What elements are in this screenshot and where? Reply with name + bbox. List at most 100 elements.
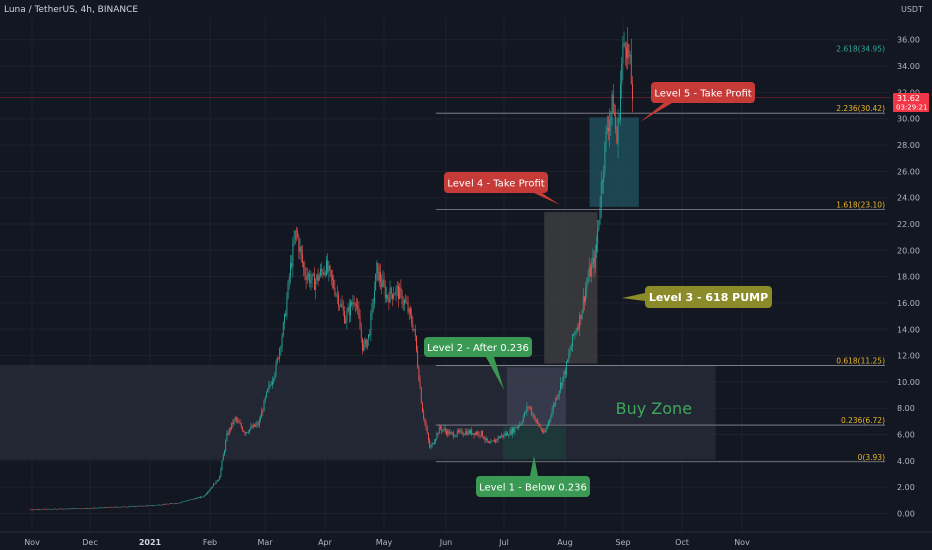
candle-body xyxy=(183,501,185,503)
candle-body xyxy=(476,432,477,435)
candle-body xyxy=(83,508,85,509)
candle-body xyxy=(312,273,314,275)
price-tick-label: 24.00 xyxy=(897,194,920,203)
candle-body xyxy=(447,430,449,435)
candle-body xyxy=(254,424,255,427)
candle-body xyxy=(549,419,551,422)
candle-body xyxy=(506,432,507,436)
candle-body xyxy=(452,432,453,434)
candle-body xyxy=(585,289,587,302)
candle-body xyxy=(34,509,36,510)
candle-body xyxy=(86,508,87,509)
candle-body xyxy=(257,423,259,426)
candle-body xyxy=(419,380,421,388)
candle-body xyxy=(119,507,121,508)
candle-body xyxy=(228,428,230,435)
candle-body xyxy=(519,424,521,427)
candle-body xyxy=(304,267,306,275)
candle-body xyxy=(461,430,463,435)
candle-body xyxy=(156,504,158,506)
candle-body xyxy=(134,506,135,507)
candle-body xyxy=(543,430,545,433)
candle-body xyxy=(430,446,432,448)
candle-body xyxy=(142,506,144,507)
price-axis[interactable]: 0.00 2.00 4.00 6.00 8.00 10.00 12.00 14.00 16.00… xyxy=(890,0,932,532)
candle-body xyxy=(202,496,204,498)
candle-body xyxy=(544,430,546,433)
candle-body xyxy=(308,274,309,277)
candle-body xyxy=(74,508,75,509)
candle-body xyxy=(130,506,132,507)
annotation-level-3-box xyxy=(645,286,772,308)
candle-body xyxy=(527,406,529,408)
level3-box xyxy=(544,212,598,364)
price-tick-label: 12.00 xyxy=(897,352,920,361)
candle-body xyxy=(357,305,359,308)
candle-body xyxy=(240,423,242,428)
candle-body xyxy=(322,270,324,275)
candle-body xyxy=(110,507,111,508)
candle-body xyxy=(95,507,97,509)
candle-body xyxy=(444,428,446,432)
candle-body xyxy=(611,94,613,113)
candle-body xyxy=(618,118,620,120)
candle-body xyxy=(393,295,395,299)
candle-body xyxy=(93,507,95,509)
candle-body xyxy=(250,426,252,430)
candle-body xyxy=(622,45,624,64)
candle-body xyxy=(194,498,195,500)
candle-body xyxy=(189,499,191,501)
candle-body xyxy=(500,436,501,439)
candle-body xyxy=(603,172,605,182)
price-tag-value: 31.62 xyxy=(897,94,920,103)
candle-body xyxy=(212,486,213,488)
candle-body xyxy=(407,303,409,313)
candle-body xyxy=(54,508,56,510)
candle-body xyxy=(478,432,480,436)
candle-body xyxy=(314,274,315,291)
candle-body xyxy=(593,257,595,268)
candle-body xyxy=(311,273,313,280)
candle-body xyxy=(340,303,342,306)
candle-body xyxy=(504,433,506,436)
candle-body xyxy=(291,263,293,267)
candle-body xyxy=(231,422,233,430)
candle-body xyxy=(48,508,50,510)
candle-body xyxy=(126,506,128,508)
candle-body xyxy=(269,384,271,386)
candle-body xyxy=(604,142,606,173)
candle-body xyxy=(246,432,248,433)
candle-body xyxy=(292,243,294,267)
candle-body xyxy=(573,334,575,335)
candle-body xyxy=(626,48,627,59)
candle-body xyxy=(621,63,623,85)
candle-body xyxy=(204,494,206,496)
candle-body xyxy=(261,411,263,418)
candle-body xyxy=(249,429,251,433)
candle-body xyxy=(298,237,300,252)
candle-body xyxy=(262,411,264,412)
candle-body xyxy=(263,400,265,412)
price-tick-label: 10.00 xyxy=(897,378,920,387)
candle-body xyxy=(71,508,73,509)
candle-body xyxy=(57,508,59,510)
candle-body xyxy=(392,293,393,299)
candle-body xyxy=(80,508,81,510)
candle-body xyxy=(497,436,499,441)
candle-body xyxy=(363,344,365,351)
candle-body xyxy=(370,312,372,336)
candle-body xyxy=(538,422,540,427)
candle-body xyxy=(410,308,411,315)
candle-body xyxy=(143,505,145,507)
candle-body xyxy=(38,509,39,510)
time-tick-label: Oct xyxy=(675,538,689,547)
price-tick-label: 36.00 xyxy=(897,36,920,45)
candle-body xyxy=(620,84,621,120)
candle-body xyxy=(624,43,626,49)
candle-body xyxy=(84,508,86,510)
time-axis[interactable]: Nov Dec 2021 Feb Mar Apr May Jun Jul Aug Sep Oct Nov xyxy=(0,531,932,547)
price-axis-background xyxy=(890,0,932,532)
candle-body xyxy=(467,430,469,435)
candle-body xyxy=(384,285,386,299)
